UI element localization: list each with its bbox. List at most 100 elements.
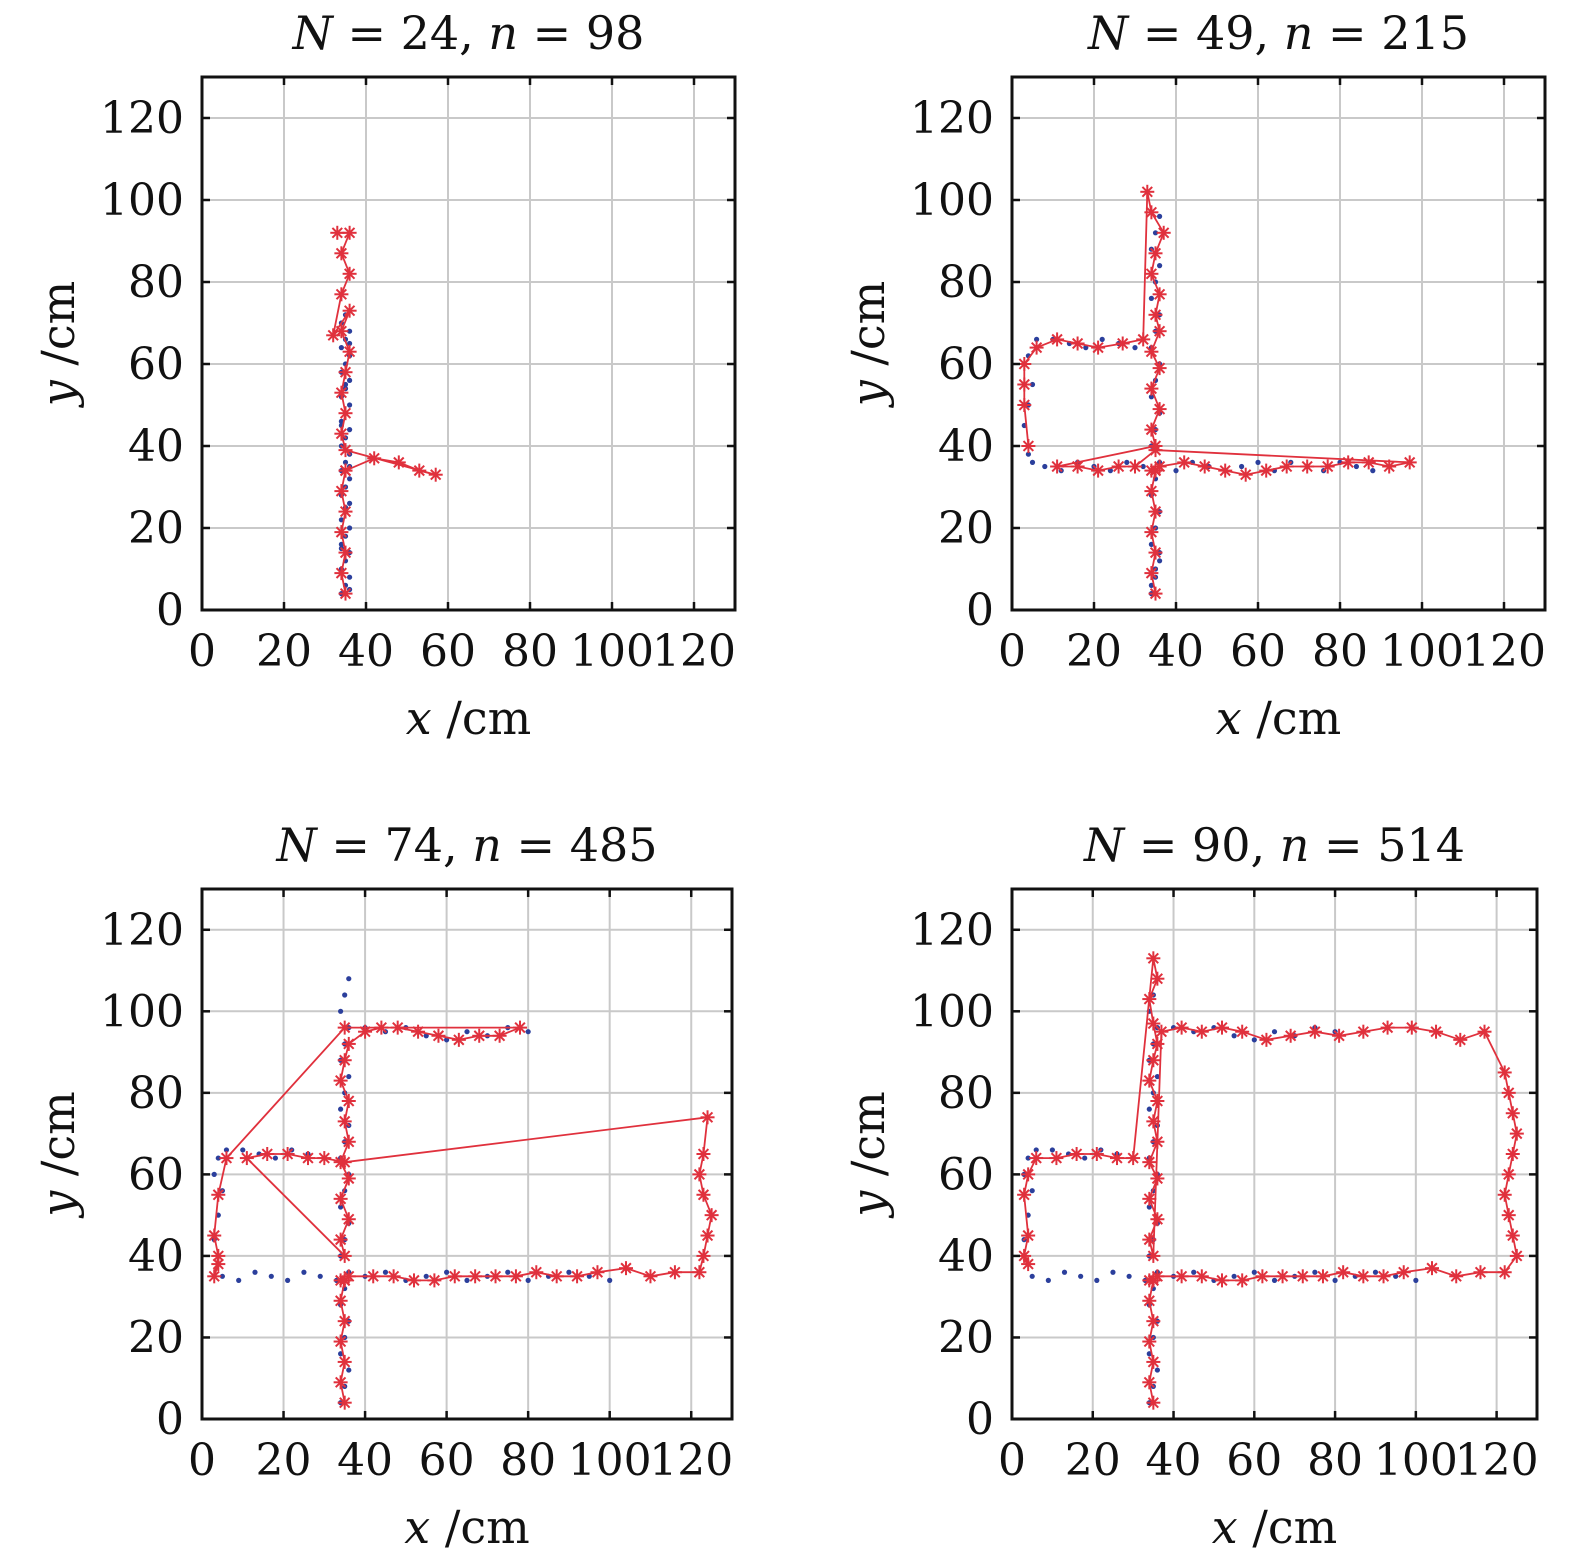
star-marker — [1148, 246, 1163, 261]
star-stroke — [1404, 456, 1416, 469]
y-tick-label: 0 — [156, 585, 184, 636]
x-tick-label: 100 — [1380, 626, 1464, 677]
star-marker — [692, 1265, 707, 1280]
star-marker — [1497, 1065, 1512, 1080]
star-marker — [411, 1024, 426, 1039]
star-marker — [643, 1269, 658, 1284]
star-marker — [1142, 1334, 1157, 1349]
star-marker — [1148, 586, 1163, 601]
data-point — [1061, 1269, 1068, 1275]
star-stroke — [1216, 1022, 1228, 1034]
star-marker — [341, 1036, 356, 1051]
title-part: = 514 — [1309, 818, 1465, 872]
data-point — [525, 1029, 531, 1035]
data-point — [1231, 1273, 1237, 1279]
star-stroke — [1153, 288, 1166, 300]
star-marker — [1238, 467, 1253, 482]
star-marker — [696, 1147, 711, 1161]
star-stroke — [1309, 1026, 1321, 1038]
x-tick-label: 120 — [1455, 1435, 1539, 1486]
star-marker — [1218, 463, 1233, 478]
star-stroke — [302, 1152, 314, 1164]
star-stroke — [343, 1095, 355, 1107]
star-stroke — [620, 1262, 632, 1274]
star-marker — [1259, 463, 1274, 478]
star-marker — [1150, 1036, 1165, 1051]
star-marker — [207, 1269, 222, 1284]
x-tick-label: 0 — [188, 626, 216, 677]
star-stroke — [1092, 341, 1104, 354]
x-axis-label-var: x — [1212, 1500, 1238, 1554]
y-tick-label: 60 — [128, 339, 184, 390]
star-marker — [1144, 566, 1159, 581]
star-stroke — [693, 1266, 705, 1278]
star-marker — [1142, 1375, 1157, 1390]
star-stroke — [1149, 587, 1162, 600]
star-stroke — [1478, 1026, 1491, 1038]
star-stroke — [1474, 1266, 1487, 1278]
y-tick-label: 80 — [128, 257, 184, 308]
data-point — [223, 1147, 230, 1153]
axes-frame — [200, 887, 734, 1421]
title-part: = 24, — [333, 6, 489, 60]
star-marker — [1029, 1151, 1044, 1166]
star-marker — [1146, 1314, 1161, 1329]
star-marker — [338, 586, 353, 601]
star-marker — [337, 1248, 352, 1263]
star-marker — [341, 1171, 356, 1186]
star-stroke — [1507, 1148, 1519, 1160]
x-tick-label: 120 — [1462, 626, 1546, 677]
y-tick-label: 120 — [910, 905, 994, 956]
star-marker — [1140, 184, 1155, 199]
data-point — [1413, 1277, 1419, 1283]
star-marker — [1501, 1167, 1516, 1182]
y-tick-label: 0 — [156, 1394, 184, 1445]
star-marker — [1150, 1094, 1165, 1108]
star-marker — [333, 1191, 348, 1206]
data-point — [1353, 463, 1359, 470]
star-stroke — [335, 387, 348, 399]
star-stroke — [1511, 1250, 1523, 1262]
title-part: n — [472, 818, 502, 872]
star-stroke — [1137, 333, 1149, 346]
x-tick-label: 100 — [1374, 1435, 1458, 1486]
star-marker — [1091, 340, 1106, 355]
data-point — [1029, 459, 1036, 465]
star-marker — [1332, 1028, 1347, 1043]
y-axis-label: y /cm — [31, 281, 85, 409]
star-marker — [337, 1314, 352, 1329]
star-marker — [334, 525, 349, 540]
star-marker — [1144, 484, 1159, 499]
star-marker — [696, 1187, 711, 1202]
x-tick-label: 40 — [1146, 1435, 1202, 1486]
star-stroke — [473, 1030, 485, 1042]
data-point — [1078, 1273, 1084, 1279]
x-tick-label: 20 — [256, 626, 312, 677]
title-part: = 49, — [1128, 6, 1284, 60]
y-axis-label: y /cm — [841, 281, 895, 409]
star-marker — [1142, 1155, 1157, 1170]
star-marker — [1497, 1265, 1512, 1280]
star-stroke — [1071, 1148, 1083, 1160]
x-tick-label: 20 — [1065, 1435, 1121, 1486]
star-marker — [1477, 1024, 1492, 1039]
star-stroke — [1147, 1315, 1159, 1327]
star-marker — [1021, 1257, 1036, 1272]
star-marker — [1152, 361, 1167, 376]
title-part: N — [1083, 818, 1126, 872]
star-marker — [1453, 1032, 1468, 1047]
y-axis-label: y /cm — [841, 1091, 895, 1219]
star-marker — [1501, 1085, 1516, 1100]
y-tick-label: 40 — [128, 1231, 184, 1282]
y-tick-label: 80 — [128, 1068, 184, 1119]
data-point — [1191, 1269, 1197, 1275]
star-marker — [1380, 1020, 1395, 1035]
data-point — [347, 500, 353, 506]
star-marker — [1128, 459, 1142, 474]
star-marker — [338, 545, 353, 560]
data-point — [1312, 1269, 1318, 1275]
star-stroke — [1143, 1193, 1155, 1205]
star-stroke — [367, 1270, 379, 1282]
star-marker — [260, 1147, 275, 1161]
